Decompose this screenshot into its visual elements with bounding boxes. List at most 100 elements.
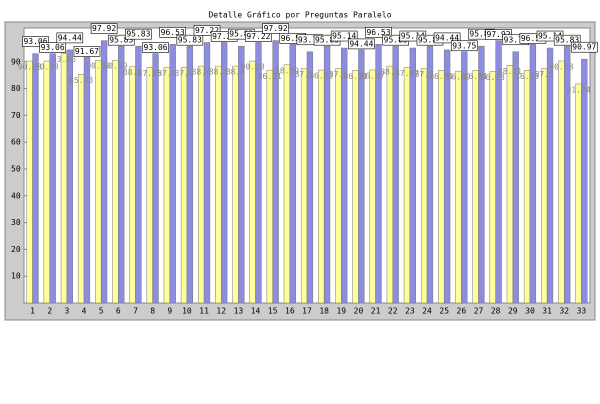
value-label: 90.59 (86, 62, 110, 71)
x-tick-label: 29 (508, 307, 518, 316)
value-label: 90.28 (35, 63, 59, 72)
bar (135, 45, 142, 304)
x-tick-label: 23 (405, 307, 415, 316)
value-label-box (553, 34, 581, 46)
bar (558, 60, 565, 304)
x-tick-label: 17 (302, 307, 312, 316)
value-label-box (39, 42, 66, 53)
y-tick-label: 80 (11, 84, 21, 93)
value-label: 95.83 (315, 36, 339, 45)
value-label: 90.59 (103, 62, 127, 71)
bar (198, 65, 205, 304)
value-label: 88.71 (498, 67, 522, 76)
bar (375, 44, 382, 304)
value-label: 94.44 (349, 39, 373, 48)
x-tick-label: 14 (251, 307, 261, 316)
bar (83, 57, 91, 304)
value-label: 86.81 (464, 72, 488, 81)
bar (352, 70, 359, 304)
value-label: 93.75 (298, 35, 322, 44)
bar (455, 70, 462, 304)
value-label: 95.14 (538, 32, 562, 41)
bar (581, 58, 588, 304)
value-label: 95.83 (418, 36, 442, 45)
x-tick-label: 32 (559, 307, 569, 316)
bar (186, 45, 194, 304)
bar (575, 83, 582, 304)
x-tick-label: 11 (199, 307, 209, 316)
value-label: 88.4 (209, 68, 228, 77)
value-label-box (125, 28, 152, 40)
bar (529, 44, 537, 304)
value-label-box (107, 34, 135, 46)
value-label: 97.92 (487, 30, 511, 39)
bar (215, 65, 222, 304)
x-tick-label: 1 (30, 307, 35, 316)
bar (26, 60, 33, 304)
x-tick-label: 27 (474, 307, 484, 316)
x-tick-label: 33 (577, 307, 587, 316)
bar (318, 69, 325, 304)
value-label: 87.5 (329, 70, 348, 79)
value-label: 87.9 (157, 69, 176, 78)
x-tick-label: 24 (422, 307, 432, 316)
bar (420, 68, 428, 304)
bar (512, 51, 519, 304)
bar (60, 53, 68, 304)
value-label: 91.67 (75, 47, 99, 56)
value-label-box (348, 38, 375, 50)
bar (541, 68, 548, 304)
value-label: 88.4 (380, 68, 399, 77)
bar (100, 40, 108, 304)
chart-title: Detalle Gráfico por Preguntas Paralelo (208, 11, 391, 20)
bar (461, 51, 468, 304)
bar (341, 47, 348, 304)
value-label-box (22, 36, 49, 47)
value-label: 88.89 (275, 66, 299, 75)
y-tick-label: 20 (11, 245, 21, 254)
bar (266, 70, 273, 304)
x-tick-label: 7 (133, 307, 138, 316)
bar (438, 70, 445, 304)
value-label: 93.06 (41, 43, 65, 52)
value-label: 95.83 (555, 36, 579, 45)
bar (32, 53, 39, 304)
bar (203, 42, 211, 304)
value-label: 95.83 (469, 30, 493, 39)
bar (392, 45, 399, 304)
bar (43, 60, 50, 304)
value-label: 96.53 (281, 34, 305, 43)
bar (118, 45, 125, 304)
value-label: 87.5 (535, 70, 554, 79)
value-label-box (330, 30, 358, 42)
bar (180, 67, 188, 304)
x-tick-label: 21 (371, 307, 381, 316)
x-tick-label: 15 (268, 307, 278, 316)
value-label: 87.86 (138, 69, 162, 78)
value-label: 97.22 (246, 32, 270, 41)
y-tick-label: 50 (11, 165, 21, 174)
bar (403, 67, 411, 304)
bar (358, 49, 365, 304)
bar (489, 71, 496, 304)
bar (163, 67, 171, 304)
value-label: 94.44 (435, 33, 459, 42)
x-tick-label: 4 (82, 307, 87, 316)
value-label: 81.74 (566, 85, 590, 94)
bar (369, 69, 376, 304)
value-label-box (571, 41, 598, 53)
bar (255, 42, 262, 304)
bar (249, 60, 256, 304)
value-label: 86.92 (309, 72, 333, 81)
x-tick-label: 10 (182, 307, 192, 316)
bar (523, 70, 531, 304)
value-label: 97.22 (212, 32, 236, 41)
value-label: 93.75 (452, 41, 476, 50)
x-tick-label: 19 (336, 307, 346, 316)
value-label: 95.83 (109, 36, 133, 45)
value-label-box (433, 32, 461, 44)
value-label: 95.83 (229, 30, 253, 39)
bar (95, 59, 102, 304)
bar (272, 40, 279, 304)
